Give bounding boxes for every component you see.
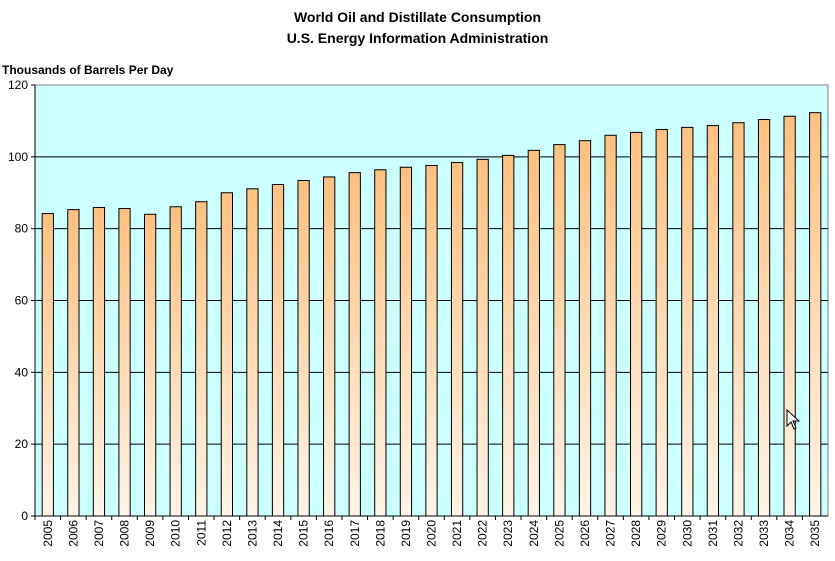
bar-2021 — [450, 162, 464, 517]
bar-2027 — [604, 134, 617, 517]
x-tick-label: 2015 — [297, 520, 311, 547]
x-tick-label: 2007 — [92, 520, 106, 547]
bar-2023 — [502, 154, 515, 517]
bars — [41, 112, 822, 517]
bar-2010 — [169, 206, 182, 517]
x-tick-label: 2019 — [399, 520, 413, 547]
bar-2005 — [41, 213, 54, 517]
bar-2018 — [374, 169, 387, 517]
bar-2026 — [578, 140, 592, 517]
bar-2024 — [527, 149, 540, 517]
x-tick-label: 2016 — [322, 520, 336, 547]
y-axis-label: Thousands of Barrels Per Day — [2, 63, 174, 77]
x-tick-label: 2014 — [271, 520, 285, 547]
bar-2019 — [399, 166, 413, 517]
x-tick-label: 2018 — [373, 520, 387, 547]
y-tick-label: 100 — [8, 150, 28, 164]
bar-2029 — [655, 129, 668, 517]
y-tick-label: 20 — [15, 437, 29, 451]
x-tick-label: 2032 — [731, 520, 745, 547]
bar-2008 — [118, 208, 131, 517]
x-tick-label: 2009 — [143, 520, 157, 547]
bar-2035 — [809, 112, 822, 517]
x-tick-label: 2020 — [425, 520, 439, 547]
x-tick-label: 2033 — [757, 520, 771, 547]
x-tick-label: 2029 — [655, 520, 669, 547]
bar-2032 — [732, 122, 745, 517]
y-tick-label: 60 — [15, 294, 29, 308]
bar-2012 — [220, 192, 233, 517]
y-tick-label: 0 — [21, 509, 28, 523]
bar-2031 — [706, 125, 720, 517]
x-tick-label: 2026 — [578, 520, 592, 547]
bar-2033 — [757, 118, 771, 517]
x-tick-label: 2010 — [169, 520, 183, 547]
bar-2030 — [681, 126, 694, 517]
x-tick-label: 2027 — [604, 520, 618, 547]
bar-2025 — [553, 144, 566, 517]
bar-2015 — [297, 180, 310, 517]
mouse-cursor-icon — [786, 408, 801, 430]
bar-2016 — [323, 176, 336, 517]
y-tick-label: 40 — [15, 365, 29, 379]
bar-2011 — [195, 201, 208, 517]
bar-2013 — [246, 188, 259, 517]
bar-2009 — [143, 213, 157, 517]
x-tick-label: 2013 — [245, 520, 259, 547]
x-tick-label: 2025 — [552, 520, 566, 547]
y-tick-label: 120 — [8, 78, 28, 92]
y-axis: 0 20 40 60 80 100 120 — [8, 78, 36, 523]
bar-2006 — [67, 209, 80, 517]
x-tick-label: 2012 — [220, 520, 234, 547]
chart-title: World Oil and Distillate Consumption — [293, 9, 542, 25]
bar-2034 — [783, 115, 796, 517]
x-tick-label: 2028 — [629, 520, 643, 547]
x-tick-label: 2022 — [476, 520, 490, 547]
x-tick-label: 2011 — [194, 520, 208, 546]
bar-2022 — [476, 158, 489, 517]
x-tick-label: 2035 — [808, 520, 822, 547]
x-tick-label: 2005 — [41, 520, 55, 547]
bar-2020 — [425, 164, 438, 517]
bar-2028 — [630, 131, 643, 517]
x-tick-label: 2031 — [706, 520, 720, 547]
x-tick-label: 2023 — [501, 520, 515, 547]
x-axis: 2005 2006 2007 2008 2009 2010 2011 2012 2013 2014… — [34, 515, 828, 547]
x-tick-label: 2006 — [66, 520, 80, 547]
x-tick-label: 2008 — [118, 520, 132, 547]
bar-2007 — [92, 206, 106, 517]
x-tick-label: 2024 — [527, 520, 541, 547]
bar-2014 — [271, 183, 285, 517]
x-tick-label: 2034 — [783, 520, 797, 547]
x-tick-label: 2021 — [450, 520, 464, 547]
y-tick-label: 80 — [15, 222, 29, 236]
bar-2017 — [348, 172, 361, 517]
chart-subtitle: U.S. Energy Information Administration — [286, 30, 549, 46]
x-tick-label: 2017 — [348, 520, 362, 547]
x-tick-label: 2030 — [680, 520, 694, 547]
